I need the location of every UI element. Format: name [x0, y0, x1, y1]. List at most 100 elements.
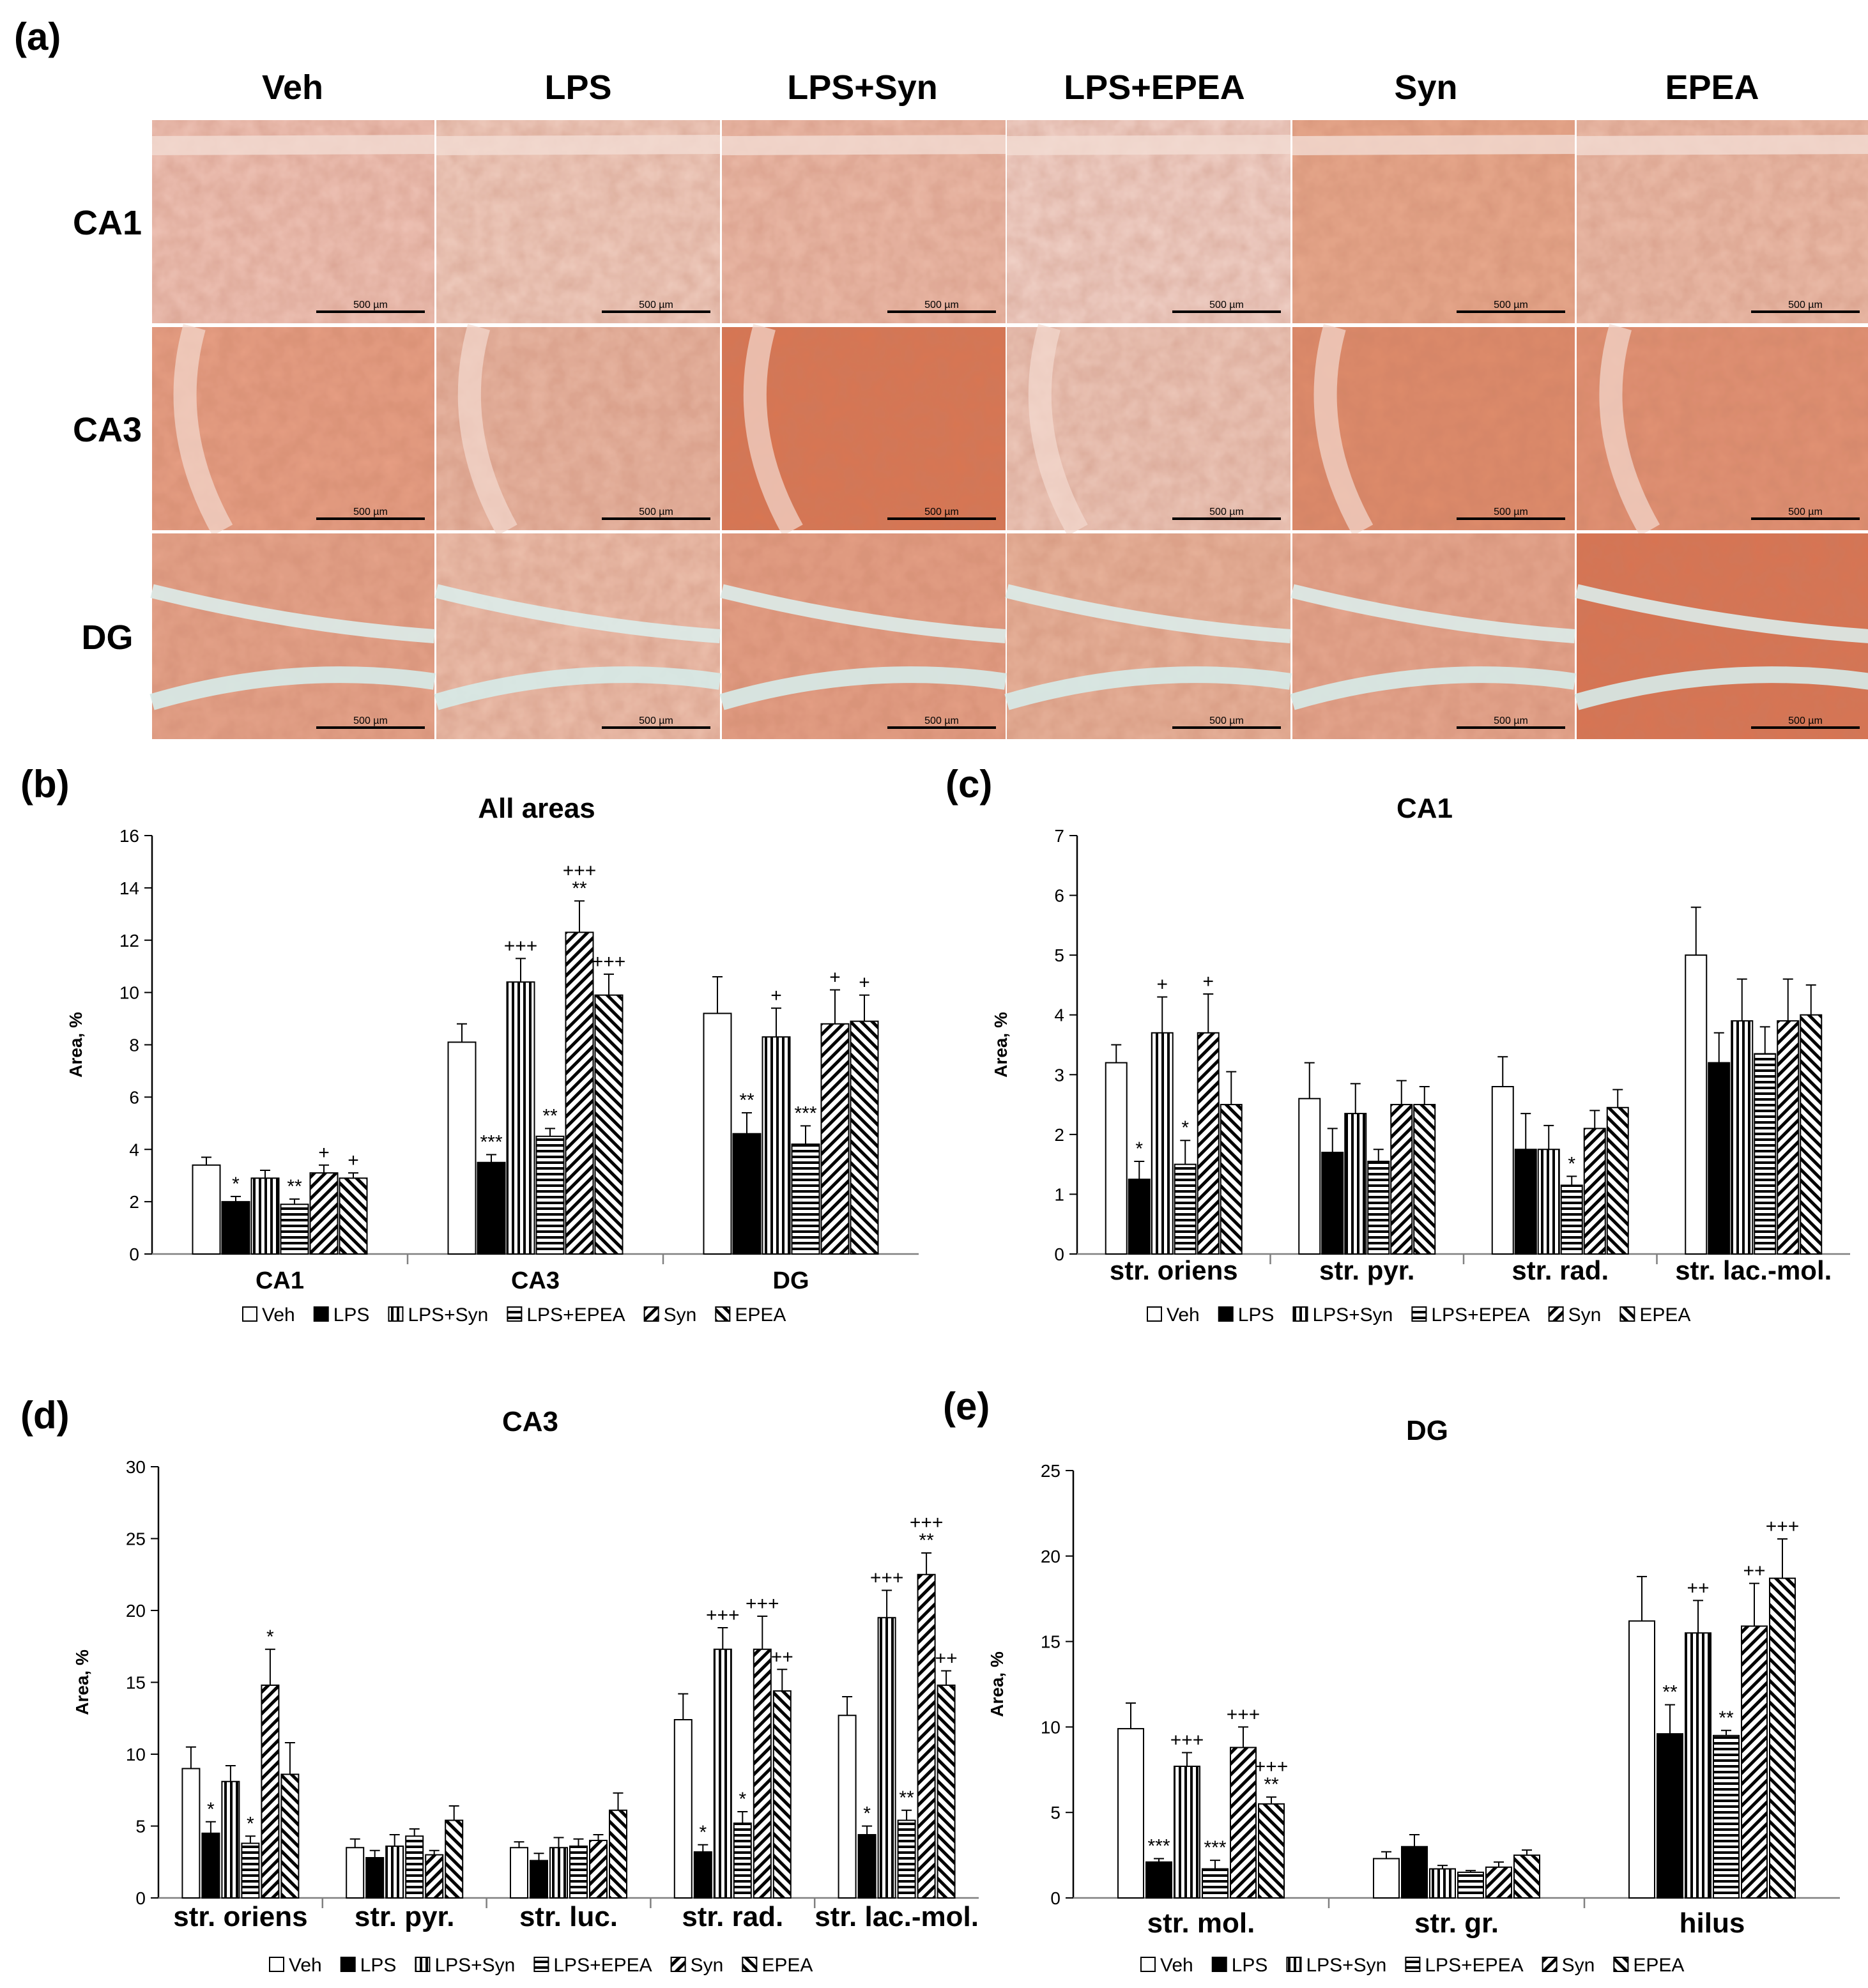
chart-title: All areas [478, 793, 595, 824]
chart-title: DG [1406, 1415, 1448, 1446]
significance-mark: ** [1719, 1708, 1734, 1729]
bar-syn [425, 1854, 444, 1899]
bar-veh [703, 1013, 732, 1255]
micrograph-dg-epea: 500 µm [1574, 533, 1868, 739]
legend-swatch-lps [340, 1957, 356, 1972]
bar-syn [917, 1573, 936, 1899]
ca3-pyramidal-layer [173, 324, 233, 536]
category-label: CA3 [511, 1267, 560, 1294]
legend-swatch-syn [643, 1306, 659, 1322]
legend-swatch-veh [1140, 1957, 1156, 1972]
bar-lps [1514, 1149, 1537, 1255]
micrograph-dg-veh: 500 µm [149, 533, 436, 739]
micrograph-ca3-syn: 500 µm [1292, 324, 1575, 536]
significance-mark: * [207, 1799, 215, 1820]
y-tick-label: 6 [129, 1087, 139, 1107]
significance-mark: + [859, 972, 870, 993]
bar-veh [510, 1847, 528, 1899]
bar-syn [753, 1648, 772, 1899]
bar-lps-epea [280, 1204, 309, 1255]
panel-label: (d) [20, 1394, 70, 1437]
legend-swatch-lps [313, 1306, 329, 1322]
scale-bar-label: 500 µm [1209, 300, 1244, 310]
legend: Veh LPS LPS+Syn LPS+EPEA Syn EPEA [269, 1955, 813, 1976]
bar-lps [1708, 1062, 1731, 1255]
category-label: str. rad. [1512, 1255, 1609, 1285]
y-tick-label: 10 [119, 983, 139, 1003]
y-axis-label: Area, % [72, 1649, 92, 1715]
bar-epea [280, 1773, 300, 1899]
micrograph-ca3-lps+epea: 500 µm [1007, 324, 1290, 536]
bar-syn [1197, 1032, 1220, 1255]
dg-granule-layer [720, 584, 1006, 643]
bar-syn [309, 1172, 339, 1255]
y-tick-label: 10 [126, 1745, 146, 1764]
y-tick-label: 5 [1054, 945, 1064, 965]
bar-lps [365, 1857, 385, 1899]
micrograph-ca3-lps+syn: 500 µm [722, 324, 1006, 536]
significance-mark: ** [1662, 1682, 1678, 1703]
bar-lps-epea [1560, 1184, 1583, 1255]
bar-epea [1220, 1104, 1243, 1255]
bar-epea [1258, 1803, 1285, 1899]
y-tick-label: 25 [126, 1529, 146, 1549]
bar-lps-epea [733, 1823, 752, 1899]
y-tick-label: 14 [119, 878, 139, 898]
legend-swatch-lps-epea [1405, 1957, 1421, 1972]
bar-epea [1513, 1854, 1540, 1899]
y-tick-label: 6 [1054, 886, 1064, 906]
significance-mark: ++ [935, 1648, 958, 1669]
bar-syn [1741, 1625, 1768, 1899]
legend: Veh LPS LPS+Syn LPS+EPEA Syn EPEA [242, 1304, 786, 1326]
bar-epea [609, 1809, 627, 1899]
micrograph-dg-lps: 500 µm [434, 533, 721, 739]
y-tick-label: 30 [126, 1457, 146, 1477]
legend-label-lps-epea: LPS+EPEA [526, 1304, 625, 1326]
legend-label-lps-epea: LPS+EPEA [1431, 1304, 1529, 1326]
legend-swatch-epea [1619, 1306, 1635, 1322]
micrograph-ca1-veh: 500 µm [151, 120, 435, 323]
legend-swatch-lps-epea [507, 1306, 523, 1322]
y-tick-label: 25 [1041, 1461, 1060, 1481]
column-header-veh: Veh [262, 68, 323, 107]
bar-veh [1298, 1097, 1321, 1255]
ca3-pyramidal-layer [1313, 324, 1374, 536]
bar-lps [693, 1851, 712, 1899]
legend-swatch-lps-syn [388, 1306, 404, 1322]
bar-epea [772, 1690, 792, 1899]
significance-mark: + [318, 1142, 330, 1163]
legend-swatch-lps-syn [1286, 1957, 1302, 1972]
legend-label-veh: Veh [262, 1304, 295, 1326]
micrograph-ca3-veh: 500 µm [152, 324, 434, 536]
bar-lps-epea [897, 1819, 916, 1899]
legend-swatch-lps-epea [1411, 1306, 1427, 1322]
significance-mark: * [1568, 1153, 1575, 1174]
legend-swatch-veh [1147, 1306, 1162, 1322]
legend-label-syn: Syn [1568, 1304, 1602, 1326]
legend-label-lps-epea: LPS+EPEA [553, 1955, 652, 1976]
bar-lps-epea [791, 1143, 820, 1255]
y-axis-label: Area, % [987, 1651, 1007, 1717]
legend-label-epea: EPEA [1639, 1304, 1690, 1326]
bar-lps-epea [405, 1835, 424, 1899]
significance-mark: * [699, 1822, 707, 1843]
legend-swatch-syn [1542, 1957, 1558, 1972]
significance-mark: * [739, 1789, 746, 1810]
significance-mark: * [247, 1813, 254, 1834]
micrograph-grid: Veh LPS LPS+Syn LPS+EPEA Syn EPEA CA1 500 µm 500… [73, 68, 1868, 739]
significance-mark: * [1181, 1117, 1189, 1138]
ca3-pyramidal-layer [743, 324, 803, 536]
column-header-lps+syn: LPS+Syn [787, 68, 938, 107]
legend-swatch-epea [742, 1957, 758, 1972]
scale-bar-label: 500 µm [639, 507, 673, 517]
bar-lps-syn [385, 1846, 404, 1899]
significance-mark: +++ [504, 935, 538, 956]
bar-lps-syn [1685, 1632, 1711, 1899]
dg-granule-layer [150, 584, 435, 643]
bar-lps-syn [1151, 1032, 1174, 1255]
category-label: str. pyr. [1319, 1255, 1414, 1285]
y-tick-label: 0 [135, 1888, 146, 1908]
bar-lps-epea [1202, 1868, 1229, 1899]
